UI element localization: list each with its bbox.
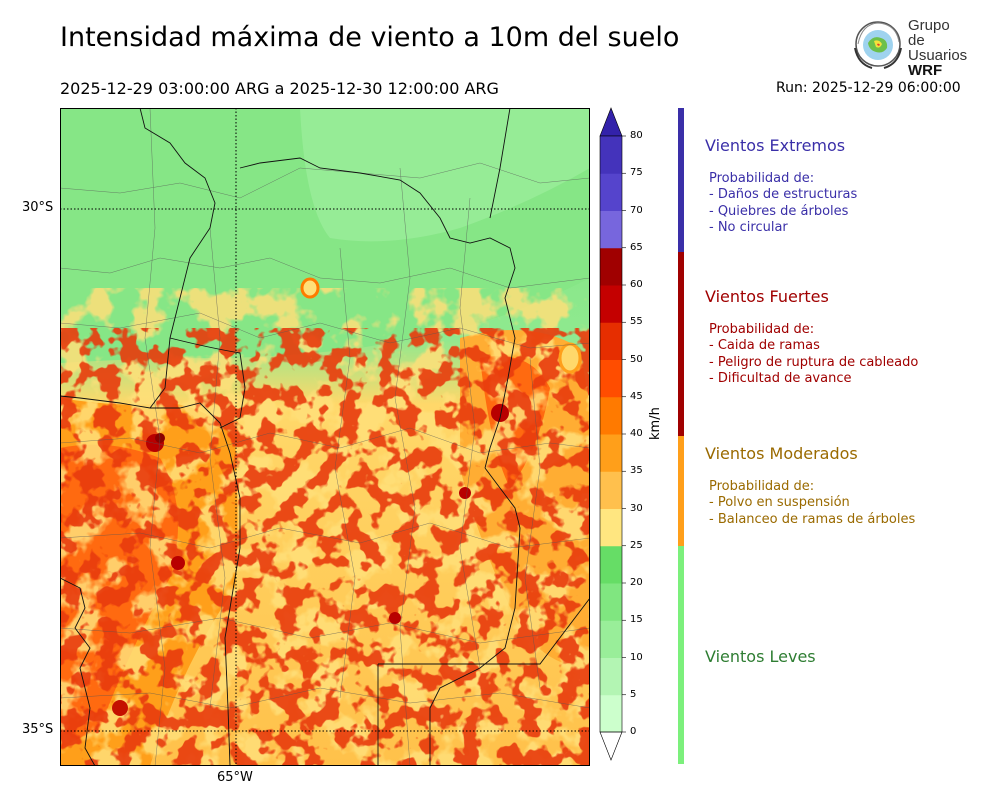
colorbar-tick-label: 80 <box>630 130 643 141</box>
colorbar-tick-label: 65 <box>630 241 643 253</box>
wind-intensity-map <box>60 108 590 766</box>
colorbar-bin <box>600 173 622 211</box>
wind-cell <box>171 556 185 570</box>
category-moderate-title: Vientos Moderados <box>705 444 858 463</box>
latitude-label-35s: 35°S <box>22 722 54 737</box>
colorbar-tick-label: 10 <box>630 651 643 663</box>
logo-line-2: Usuarios <box>908 47 968 64</box>
category-bar-strong <box>678 252 684 436</box>
grupo-usuarios-wrf-logo: Grupo de Usuarios WRF <box>850 18 970 78</box>
category-light-title: Vientos Leves <box>705 647 816 666</box>
category-bar-moderate <box>678 436 684 546</box>
local-ring <box>558 342 582 374</box>
colorbar-unit: km/h <box>648 407 663 440</box>
colorbar-bin <box>600 508 622 547</box>
category-moderate-line: - Balanceo de ramas de árboles <box>709 511 916 527</box>
colorbar-bin <box>600 210 622 249</box>
colorbar-bin <box>600 322 622 360</box>
map-title: Intensidad máxima de viento a 10m del su… <box>60 22 680 53</box>
logo-line-1: Grupo de <box>908 17 950 49</box>
colorbar-bin <box>600 359 622 398</box>
colorbar-tick-label: 45 <box>630 390 643 402</box>
logo-line-3: WRF <box>908 62 943 79</box>
colorbar-tick-label: 0 <box>630 726 637 737</box>
category-extreme-line: - Daños de estructuras <box>709 187 858 202</box>
colorbar-tick-label: 55 <box>630 316 643 328</box>
category-strong-line: Probabilidad de: <box>709 321 815 337</box>
logo-text: Grupo de Usuarios WRF <box>908 18 970 78</box>
category-strong-line: - Peligro de ruptura de cableado <box>709 354 919 370</box>
colorbar-tick-label: 60 <box>630 279 643 290</box>
colorbar-bin <box>600 657 622 696</box>
longitude-label-65w: 65°W <box>217 770 253 785</box>
category-extreme-line: Probabilidad de: <box>709 170 815 186</box>
category-extreme-title: Vientos Extremos <box>705 136 846 155</box>
wind-cell <box>389 612 401 624</box>
category-strong: Vientos Fuertes Probabilidad de: - Caida… <box>705 287 919 388</box>
category-moderate: Vientos Moderados Probabilidad de: - Pol… <box>705 444 916 528</box>
category-light: Vientos Leves <box>705 647 816 682</box>
category-extreme-line: - No circular <box>709 220 788 235</box>
colorbar-bin <box>600 136 622 174</box>
wind-cell <box>491 404 509 422</box>
colorbar-tick-label: 35 <box>630 465 643 477</box>
colorbar-tick-label: 20 <box>630 577 643 588</box>
colorbar-bin <box>600 545 622 584</box>
colorbar <box>599 107 626 761</box>
category-moderate-line: - Polvo en suspensión <box>709 495 850 510</box>
wind-cell <box>459 487 471 499</box>
colorbar-tick-label: 25 <box>630 539 643 551</box>
colorbar-bin <box>600 247 622 286</box>
category-strong-title: Vientos Fuertes <box>705 287 829 306</box>
colorbar-bin <box>600 396 622 435</box>
globe-logo-icon <box>854 21 902 69</box>
province-borders <box>60 108 590 766</box>
graticule <box>60 108 590 766</box>
colorbar-extend-top <box>599 107 623 137</box>
colorbar-bin <box>600 285 622 323</box>
colorbar-bin <box>600 583 622 621</box>
category-moderate-line: Probabilidad de: <box>709 478 815 494</box>
category-bar-extreme <box>678 108 684 252</box>
colorbar-tick-label: 30 <box>630 502 643 514</box>
colorbar-extend-bottom <box>599 731 623 761</box>
colorbar-tick-label: 5 <box>630 688 637 700</box>
category-extreme-line: - Quiebres de árboles <box>709 203 849 219</box>
colorbar-tick-label: 15 <box>630 614 643 626</box>
colorbar-bin <box>600 471 622 509</box>
latitude-label-30s: 30°S <box>22 200 54 215</box>
colorbar-tick-label: 70 <box>630 204 643 216</box>
category-extreme: Vientos Extremos Probabilidad de: - Daño… <box>705 136 858 237</box>
forecast-period: 2025-12-29 03:00:00 ARG a 2025-12-30 12:… <box>60 79 499 98</box>
colorbar-bin <box>600 620 622 658</box>
north-green-patch <box>300 108 590 242</box>
strong-texture <box>60 328 590 766</box>
category-strong-line: - Caida de ramas <box>709 338 820 353</box>
wind-cell <box>112 700 128 716</box>
local-ring <box>300 277 320 299</box>
colorbar-tick-label: 75 <box>630 167 643 179</box>
run-time: Run: 2025-12-29 06:00:00 <box>776 80 961 96</box>
colorbar-bin <box>600 694 622 733</box>
map-frame <box>60 108 590 766</box>
category-strong-line: - Dificultad de avance <box>709 371 852 386</box>
department-borders <box>60 108 590 766</box>
colorbar-tick-label: 40 <box>630 428 643 439</box>
category-bar-light <box>678 546 684 764</box>
colorbar-tick-label: 50 <box>630 353 643 365</box>
colorbar-bin <box>600 434 622 472</box>
